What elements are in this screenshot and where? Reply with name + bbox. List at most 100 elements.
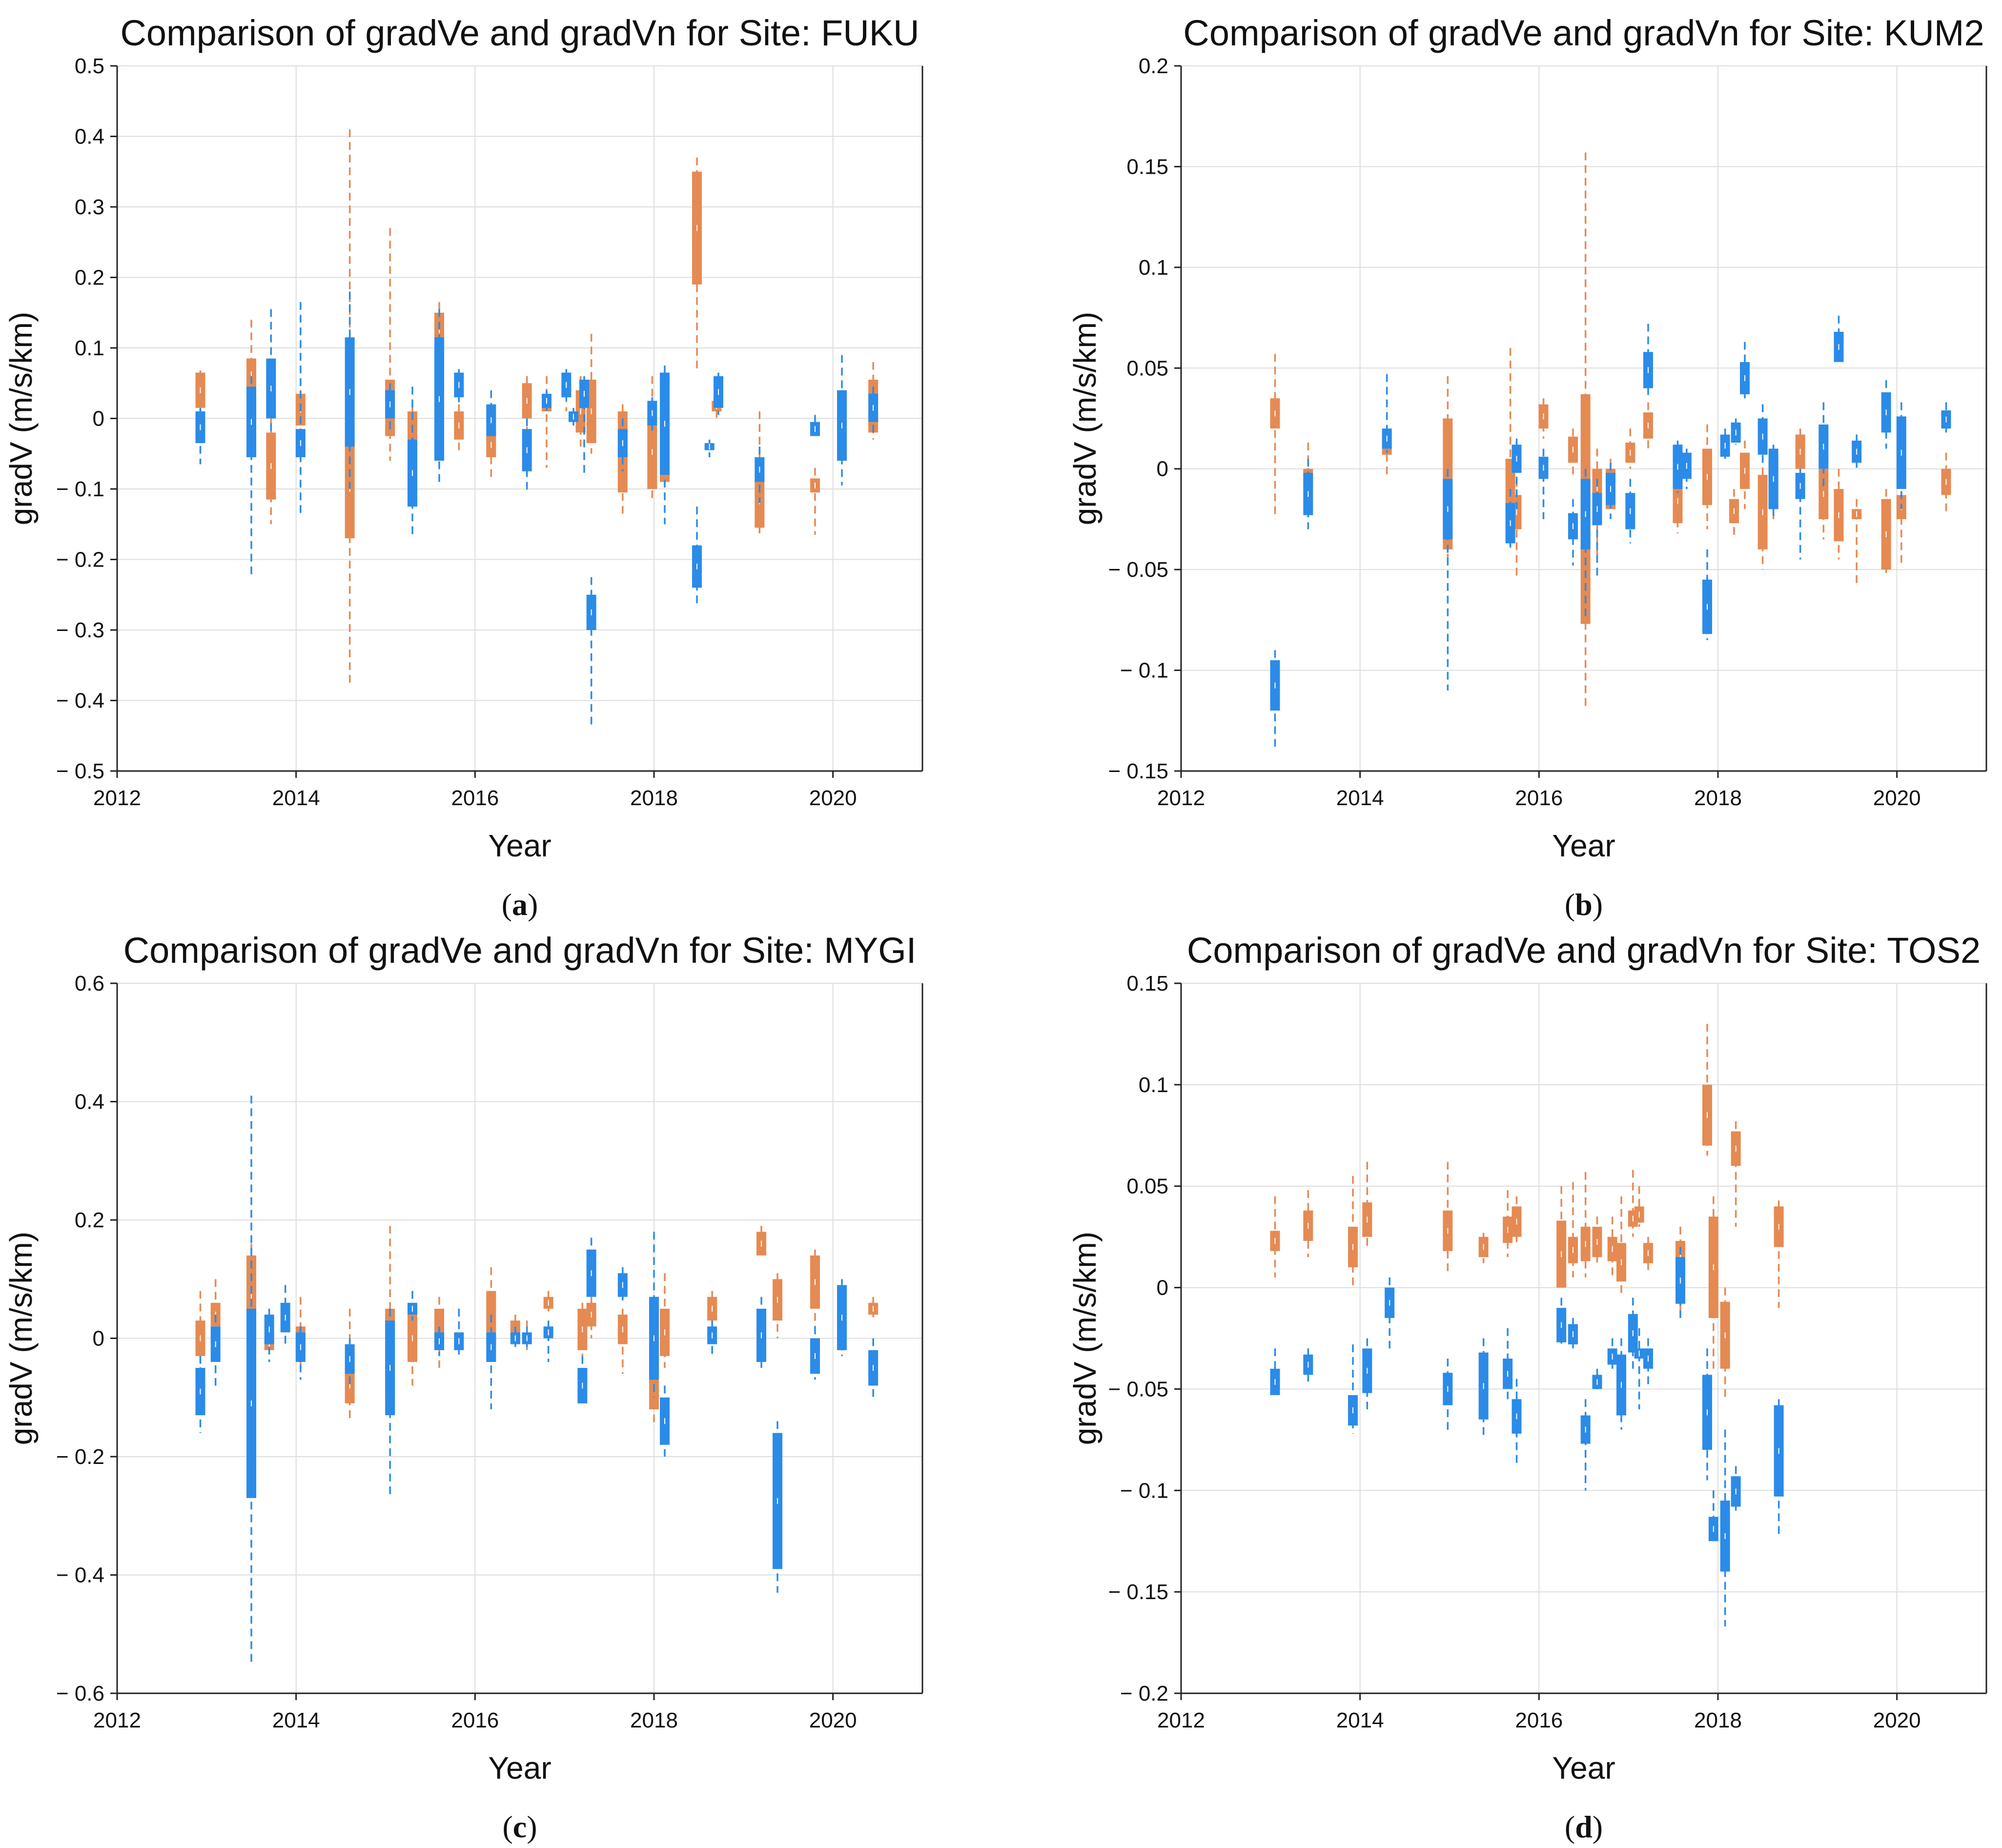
box-gradVe	[1580, 1399, 1591, 1491]
x-axis-label: Year	[1552, 1750, 1615, 1786]
box-gradVn	[1852, 499, 1862, 584]
box-gradVe	[1556, 1298, 1567, 1349]
box-gradVe	[1896, 402, 1906, 509]
box-gradVe	[1702, 1348, 1712, 1481]
box-gradVn	[1580, 1172, 1591, 1278]
box-gradVn	[1834, 468, 1844, 560]
box-gradVe	[1503, 1328, 1513, 1400]
box-gradVe	[649, 1232, 659, 1398]
y-tick-label: 0.15	[1126, 155, 1168, 179]
box-gradVn	[1740, 440, 1750, 509]
y-tick-label: − 0.15	[1108, 759, 1168, 783]
x-tick-label: 2012	[93, 1708, 141, 1732]
panel-d: − 0.2 − 0.15 − 0.1 − 0.05 0 0.05 0.1 0.15 2012 20…	[1067, 930, 1987, 1844]
box-gradVe	[195, 407, 205, 465]
y-tick-label: − 0.4	[56, 689, 104, 713]
box-gradVe	[837, 1279, 847, 1356]
y-tick-label: 0.3	[75, 195, 104, 219]
y-tick-label: − 0.4	[56, 1564, 104, 1587]
x-tick-label: 2016	[451, 1708, 499, 1732]
box-gradVe	[1941, 402, 1951, 433]
box-gradVn	[1592, 1217, 1602, 1267]
y-axis-label: gradV (m/s/km)	[1067, 1232, 1103, 1445]
box-gradVe	[579, 376, 589, 475]
box-gradVe	[454, 369, 464, 405]
x-tick-label: 2014	[272, 1708, 320, 1732]
box-gradVe	[1795, 468, 1805, 560]
box-gradVe	[1616, 1338, 1626, 1430]
y-tick-label: 0.2	[75, 266, 104, 290]
box-gradVe	[577, 1356, 588, 1403]
box-gradVe	[1720, 428, 1730, 459]
box-gradVe	[1538, 448, 1549, 519]
box-gradVe	[1731, 1466, 1741, 1511]
box-gradVe	[1708, 1490, 1718, 1542]
y-tick-label: 0.05	[1126, 356, 1168, 380]
box-gradVn	[1616, 1196, 1626, 1298]
subfigure-label: (b)	[1565, 887, 1603, 922]
box-gradVn	[1270, 1196, 1280, 1278]
box-gradVe	[1505, 489, 1515, 549]
subfigure-label: (c)	[502, 1809, 537, 1844]
box-gradVe	[1580, 468, 1591, 620]
box-gradVe	[1568, 1318, 1578, 1349]
panel-b: − 0.15 − 0.1 − 0.05 0 0.05 0.1 0.15 0.2 2012 2014…	[1067, 13, 1987, 922]
box-gradVe	[454, 1308, 464, 1356]
box-gradVe	[1443, 1359, 1453, 1434]
box-gradVn	[692, 157, 702, 369]
box-gradVn	[1568, 1182, 1578, 1278]
box-gradVn	[660, 1273, 670, 1368]
x-axis-label: Year	[488, 828, 551, 863]
box-gradVe	[1592, 1368, 1602, 1393]
y-tick-label: − 0.3	[56, 618, 104, 642]
box-gradVe	[1720, 1429, 1730, 1626]
box-gradVe	[385, 1308, 395, 1498]
box-gradVe	[522, 418, 532, 493]
series-gradVe	[1270, 315, 1951, 747]
y-tick-label: 0.1	[1139, 1073, 1168, 1097]
x-tick-label: 2016	[451, 786, 499, 810]
box-gradVe	[868, 386, 878, 433]
box-gradVe	[1774, 1399, 1784, 1537]
box-gradVe	[1592, 479, 1602, 580]
y-tick-label: 0.2	[1139, 54, 1168, 78]
box-gradVn	[1478, 1233, 1489, 1263]
x-tick-label: 2018	[1694, 1708, 1742, 1732]
y-axis-label: gradV (m/s/km)	[3, 312, 39, 525]
box-gradVn	[1443, 1161, 1453, 1274]
y-tick-label: 0.6	[75, 972, 104, 995]
box-gradVn	[577, 1302, 588, 1362]
x-tick-label: 2020	[1873, 786, 1921, 810]
box-gradVn	[1568, 428, 1578, 479]
box-gradVe	[692, 507, 702, 606]
box-gradVe	[345, 1338, 355, 1386]
panel-a: − 0.5 − 0.4 − 0.3 − 0.2 − 0.1 0 0.1 0.2 0.3 0.4 0.…	[3, 13, 923, 922]
box-gradVe	[707, 1320, 717, 1356]
box-gradVe	[385, 383, 395, 433]
box-gradVn	[756, 1226, 766, 1256]
x-tick-label: 2018	[1694, 786, 1742, 810]
y-tick-label: − 0.1	[1120, 1479, 1168, 1503]
box-gradVn	[1731, 1121, 1741, 1227]
box-gradVe	[542, 390, 552, 412]
box-gradVe	[1362, 1338, 1372, 1409]
y-tick-label: 0	[1157, 457, 1168, 481]
box-gradVe	[810, 415, 820, 440]
box-gradVe	[837, 355, 847, 486]
box-gradVn	[1774, 1200, 1784, 1308]
box-gradVe	[1628, 1298, 1638, 1369]
box-gradVe	[810, 1326, 820, 1380]
box-gradVn	[1512, 1196, 1522, 1247]
x-axis-label: Year	[488, 1750, 551, 1786]
y-tick-label: − 0.2	[56, 548, 104, 572]
box-gradVn	[1556, 1186, 1567, 1288]
box-gradVe	[246, 1096, 256, 1664]
box-gradVe	[408, 386, 417, 535]
box-gradVe	[345, 291, 355, 489]
box-gradVn	[1362, 1161, 1372, 1247]
box-gradVe	[1673, 440, 1683, 493]
chart-title: Comparison of gradVe and gradVn for Site…	[1187, 930, 1981, 971]
box-gradVn	[1503, 1190, 1513, 1258]
